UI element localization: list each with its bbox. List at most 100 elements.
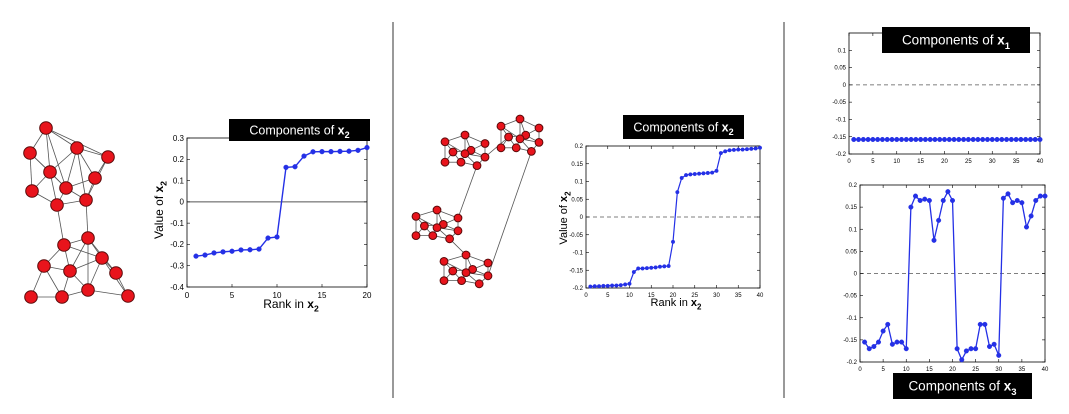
data-point [945,189,951,195]
data-point [666,263,671,268]
x-tick-label: 0 [584,293,588,299]
graph-node [504,132,514,142]
x-tick-label: 0 [847,159,851,165]
data-point [265,235,271,241]
x-tick-label: 30 [989,159,996,165]
graph-node [25,184,39,198]
data-point [927,136,933,142]
data-point [1037,136,1043,142]
x-tick-label: 20 [670,293,677,299]
data-point [731,147,736,152]
graph-node [79,193,93,207]
data-point [229,248,235,254]
data-point [932,136,938,142]
data-point [202,252,208,258]
data-point [1028,213,1034,219]
data-point [1008,136,1014,142]
x-tick-label: 10 [626,293,633,299]
y-tick-label: -0.2 [836,152,847,158]
data-point [989,136,995,142]
data-point [908,136,914,142]
data-point [592,284,597,289]
data-point [744,147,749,152]
x-tick-label: 40 [1042,367,1049,373]
data-point [631,270,636,275]
data-point [951,136,957,142]
data-point [871,344,877,350]
graph-node [453,226,463,236]
chart-title-badge: Components of x2 [633,120,733,137]
graph-node [411,231,421,241]
x-tick-label: 30 [995,367,1002,373]
graph-four-clusters [411,114,544,289]
data-point [940,197,946,203]
y-tick-label: 0.05 [845,249,857,255]
data-point [627,281,632,286]
plot-frame [186,137,368,288]
x-tick-label: 5 [881,367,885,373]
x-axis-label: Rank in x2 [651,297,702,311]
data-point [1010,200,1016,206]
data-point [903,136,909,142]
data-point [950,197,956,203]
graph-node [534,138,544,147]
graph-edge [457,165,478,219]
data-point [991,341,997,347]
graph-node [439,257,449,266]
graph-node [432,205,442,215]
graph-two-clusters [23,121,135,304]
graph-node [432,223,442,233]
data-point [980,136,986,142]
graph-node [109,266,123,280]
data-point [692,172,697,177]
data-point [705,170,710,175]
graph-node [483,258,493,268]
data-point [903,346,909,352]
data-point [975,136,981,142]
data-point [701,171,706,176]
graph-node [88,171,102,185]
graph-node [448,266,458,276]
data-point [310,149,316,155]
graph-node [474,279,484,289]
x-tick-label: 35 [1019,367,1026,373]
graph-node [70,141,84,155]
graph-node [420,221,429,231]
y-tick-label: 0 [854,272,858,278]
data-point [256,246,262,252]
data-point [961,136,967,142]
data-point [355,147,361,153]
graph-node [511,143,521,153]
x-tick-label: 30 [713,293,720,299]
graph-node [472,161,482,171]
data-point [328,149,334,155]
x-tick-label: 10 [903,367,910,373]
y-tick-label: -0.3 [170,262,184,271]
chart-title-badge: Components of x3 [908,379,1016,398]
data-point [211,250,217,256]
y-tick-label: 0.05 [571,197,583,203]
data-point [1004,136,1010,142]
series-line [864,190,1045,362]
data-point [973,346,979,352]
y-tick-label: -0.2 [847,360,858,366]
data-point [959,357,965,363]
y-tick-label: -0.05 [843,294,857,300]
graph-node [480,139,490,148]
data-point [884,136,890,142]
y-tick-label: -0.05 [569,233,583,239]
y-tick-label: 0.2 [173,155,185,164]
graph-node [515,114,525,124]
graph-node [63,264,77,278]
data-point [247,247,253,253]
data-point [908,204,914,210]
data-point [740,147,745,152]
x-tick-label: 40 [1037,159,1044,165]
series-line [590,147,761,288]
graph-edge [45,127,67,189]
graph-node [50,198,64,212]
graph-node [24,290,38,304]
y-tick-label: 0.1 [575,180,584,186]
chart-title-badge-bg [229,119,370,141]
data-point [913,136,919,142]
